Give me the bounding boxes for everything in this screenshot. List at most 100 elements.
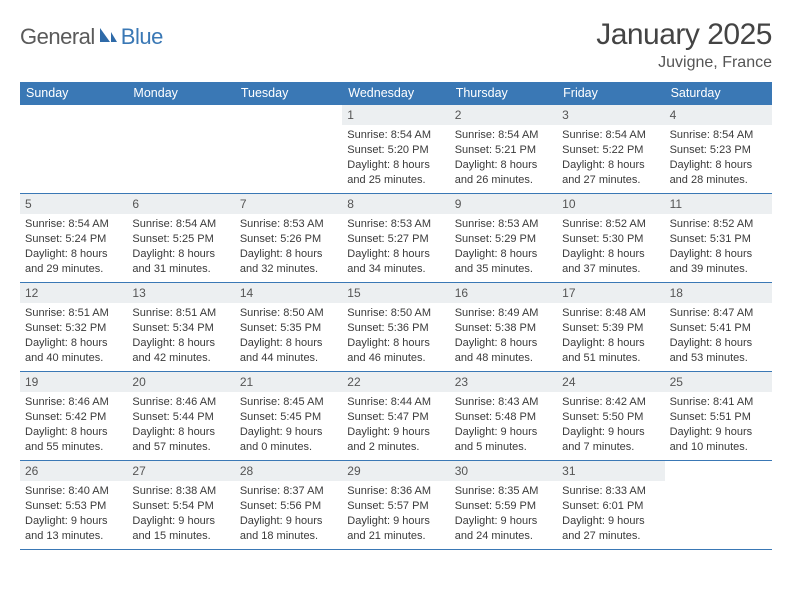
calendar-week-row: 5Sunrise: 8:54 AMSunset: 5:24 PMDaylight…: [20, 194, 772, 283]
weekday-header: Saturday: [665, 82, 772, 105]
weekday-header-row: SundayMondayTuesdayWednesdayThursdayFrid…: [20, 82, 772, 105]
sunrise-line: Sunrise: 8:47 AM: [670, 306, 767, 321]
day-number: 11: [665, 194, 772, 214]
day-number: [20, 105, 127, 125]
day-number: 28: [235, 461, 342, 481]
daylight-line: Daylight: 8 hours and 34 minutes.: [347, 247, 444, 277]
sunset-line: Sunset: 5:39 PM: [562, 321, 659, 336]
logo-text-general: General: [20, 24, 95, 50]
calendar-body: 1Sunrise: 8:54 AMSunset: 5:20 PMDaylight…: [20, 105, 772, 550]
calendar-week-row: 12Sunrise: 8:51 AMSunset: 5:32 PMDayligh…: [20, 283, 772, 372]
sunset-line: Sunset: 5:26 PM: [240, 232, 337, 247]
calendar-cell: [235, 105, 342, 193]
cell-body: Sunrise: 8:46 AMSunset: 5:42 PMDaylight:…: [20, 392, 127, 458]
daylight-line: Daylight: 8 hours and 31 minutes.: [132, 247, 229, 277]
calendar-cell: 9Sunrise: 8:53 AMSunset: 5:29 PMDaylight…: [450, 194, 557, 282]
sunset-line: Sunset: 5:45 PM: [240, 410, 337, 425]
calendar-cell: 21Sunrise: 8:45 AMSunset: 5:45 PMDayligh…: [235, 372, 342, 460]
sunset-line: Sunset: 5:23 PM: [670, 143, 767, 158]
cell-body: Sunrise: 8:33 AMSunset: 6:01 PMDaylight:…: [557, 481, 664, 547]
daylight-line: Daylight: 8 hours and 35 minutes.: [455, 247, 552, 277]
location-label: Juvigne, France: [596, 54, 772, 72]
calendar-cell: 12Sunrise: 8:51 AMSunset: 5:32 PMDayligh…: [20, 283, 127, 371]
day-number: 1: [342, 105, 449, 125]
cell-body: Sunrise: 8:54 AMSunset: 5:25 PMDaylight:…: [127, 214, 234, 280]
day-number: 7: [235, 194, 342, 214]
day-number: 22: [342, 372, 449, 392]
sunrise-line: Sunrise: 8:43 AM: [455, 395, 552, 410]
sunrise-line: Sunrise: 8:37 AM: [240, 484, 337, 499]
sunrise-line: Sunrise: 8:54 AM: [455, 128, 552, 143]
daylight-line: Daylight: 9 hours and 27 minutes.: [562, 514, 659, 544]
cell-body: Sunrise: 8:54 AMSunset: 5:24 PMDaylight:…: [20, 214, 127, 280]
cell-body: Sunrise: 8:50 AMSunset: 5:35 PMDaylight:…: [235, 303, 342, 369]
day-number: [235, 105, 342, 125]
cell-body: Sunrise: 8:40 AMSunset: 5:53 PMDaylight:…: [20, 481, 127, 547]
cell-body: Sunrise: 8:44 AMSunset: 5:47 PMDaylight:…: [342, 392, 449, 458]
day-number: 2: [450, 105, 557, 125]
cell-body: Sunrise: 8:36 AMSunset: 5:57 PMDaylight:…: [342, 481, 449, 547]
calendar-cell: 30Sunrise: 8:35 AMSunset: 5:59 PMDayligh…: [450, 461, 557, 549]
day-number: 31: [557, 461, 664, 481]
daylight-line: Daylight: 8 hours and 40 minutes.: [25, 336, 122, 366]
day-number: 26: [20, 461, 127, 481]
cell-body: Sunrise: 8:51 AMSunset: 5:34 PMDaylight:…: [127, 303, 234, 369]
header: General Blue January 2025 Juvigne, Franc…: [20, 18, 772, 72]
daylight-line: Daylight: 9 hours and 0 minutes.: [240, 425, 337, 455]
daylight-line: Daylight: 8 hours and 28 minutes.: [670, 158, 767, 188]
daylight-line: Daylight: 8 hours and 27 minutes.: [562, 158, 659, 188]
calendar-cell: 7Sunrise: 8:53 AMSunset: 5:26 PMDaylight…: [235, 194, 342, 282]
calendar-cell: 1Sunrise: 8:54 AMSunset: 5:20 PMDaylight…: [342, 105, 449, 193]
cell-body: Sunrise: 8:43 AMSunset: 5:48 PMDaylight:…: [450, 392, 557, 458]
daylight-line: Daylight: 8 hours and 37 minutes.: [562, 247, 659, 277]
sunset-line: Sunset: 5:42 PM: [25, 410, 122, 425]
day-number: 3: [557, 105, 664, 125]
sunset-line: Sunset: 5:20 PM: [347, 143, 444, 158]
day-number: 6: [127, 194, 234, 214]
cell-body: Sunrise: 8:53 AMSunset: 5:29 PMDaylight:…: [450, 214, 557, 280]
sunset-line: Sunset: 5:32 PM: [25, 321, 122, 336]
cell-body: Sunrise: 8:46 AMSunset: 5:44 PMDaylight:…: [127, 392, 234, 458]
sunrise-line: Sunrise: 8:52 AM: [670, 217, 767, 232]
daylight-line: Daylight: 8 hours and 46 minutes.: [347, 336, 444, 366]
daylight-line: Daylight: 9 hours and 21 minutes.: [347, 514, 444, 544]
day-number: 19: [20, 372, 127, 392]
cell-body: Sunrise: 8:38 AMSunset: 5:54 PMDaylight:…: [127, 481, 234, 547]
calendar-cell: 17Sunrise: 8:48 AMSunset: 5:39 PMDayligh…: [557, 283, 664, 371]
calendar-cell: [665, 461, 772, 549]
cell-body: Sunrise: 8:53 AMSunset: 5:26 PMDaylight:…: [235, 214, 342, 280]
daylight-line: Daylight: 8 hours and 32 minutes.: [240, 247, 337, 277]
logo-sail-icon: [98, 26, 118, 49]
calendar-week-row: 26Sunrise: 8:40 AMSunset: 5:53 PMDayligh…: [20, 461, 772, 550]
calendar-cell: 19Sunrise: 8:46 AMSunset: 5:42 PMDayligh…: [20, 372, 127, 460]
daylight-line: Daylight: 9 hours and 10 minutes.: [670, 425, 767, 455]
sunrise-line: Sunrise: 8:49 AM: [455, 306, 552, 321]
calendar-week-row: 19Sunrise: 8:46 AMSunset: 5:42 PMDayligh…: [20, 372, 772, 461]
sunrise-line: Sunrise: 8:50 AM: [240, 306, 337, 321]
day-number: 20: [127, 372, 234, 392]
cell-body: Sunrise: 8:35 AMSunset: 5:59 PMDaylight:…: [450, 481, 557, 547]
day-number: 27: [127, 461, 234, 481]
sunrise-line: Sunrise: 8:44 AM: [347, 395, 444, 410]
sunrise-line: Sunrise: 8:53 AM: [240, 217, 337, 232]
sunset-line: Sunset: 5:54 PM: [132, 499, 229, 514]
sunrise-line: Sunrise: 8:50 AM: [347, 306, 444, 321]
calendar: SundayMondayTuesdayWednesdayThursdayFrid…: [20, 82, 772, 550]
calendar-cell: 4Sunrise: 8:54 AMSunset: 5:23 PMDaylight…: [665, 105, 772, 193]
day-number: 12: [20, 283, 127, 303]
calendar-cell: 2Sunrise: 8:54 AMSunset: 5:21 PMDaylight…: [450, 105, 557, 193]
daylight-line: Daylight: 8 hours and 25 minutes.: [347, 158, 444, 188]
calendar-cell: 24Sunrise: 8:42 AMSunset: 5:50 PMDayligh…: [557, 372, 664, 460]
daylight-line: Daylight: 9 hours and 15 minutes.: [132, 514, 229, 544]
day-number: 10: [557, 194, 664, 214]
daylight-line: Daylight: 9 hours and 2 minutes.: [347, 425, 444, 455]
day-number: 29: [342, 461, 449, 481]
sunset-line: Sunset: 5:53 PM: [25, 499, 122, 514]
day-number: 14: [235, 283, 342, 303]
sunrise-line: Sunrise: 8:54 AM: [132, 217, 229, 232]
sunset-line: Sunset: 5:30 PM: [562, 232, 659, 247]
daylight-line: Daylight: 8 hours and 39 minutes.: [670, 247, 767, 277]
calendar-cell: [127, 105, 234, 193]
calendar-cell: 6Sunrise: 8:54 AMSunset: 5:25 PMDaylight…: [127, 194, 234, 282]
calendar-cell: 25Sunrise: 8:41 AMSunset: 5:51 PMDayligh…: [665, 372, 772, 460]
